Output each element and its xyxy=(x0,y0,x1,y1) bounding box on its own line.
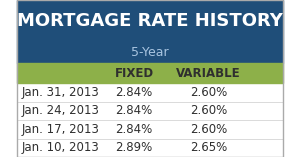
Text: Jan. 24, 2013: Jan. 24, 2013 xyxy=(22,104,100,117)
Bar xyxy=(17,0,283,63)
Text: MORTGAGE RATE HISTORY: MORTGAGE RATE HISTORY xyxy=(17,12,283,30)
Text: 2.65%: 2.65% xyxy=(190,141,227,154)
Text: 2.89%: 2.89% xyxy=(116,141,153,154)
Text: Jan. 17, 2013: Jan. 17, 2013 xyxy=(22,123,100,136)
Text: VARIABLE: VARIABLE xyxy=(176,67,241,79)
Bar xyxy=(17,63,283,83)
Text: 2.84%: 2.84% xyxy=(116,104,153,117)
Text: 2.84%: 2.84% xyxy=(116,123,153,136)
Text: Jan. 31, 2013: Jan. 31, 2013 xyxy=(22,86,100,99)
Text: Jan. 10, 2013: Jan. 10, 2013 xyxy=(22,141,100,154)
Text: 5-Year: 5-Year xyxy=(131,46,169,59)
Text: FIXED: FIXED xyxy=(114,67,154,79)
Text: 2.60%: 2.60% xyxy=(190,104,227,117)
Text: 2.60%: 2.60% xyxy=(190,123,227,136)
Text: 2.84%: 2.84% xyxy=(116,86,153,99)
Text: 2.60%: 2.60% xyxy=(190,86,227,99)
